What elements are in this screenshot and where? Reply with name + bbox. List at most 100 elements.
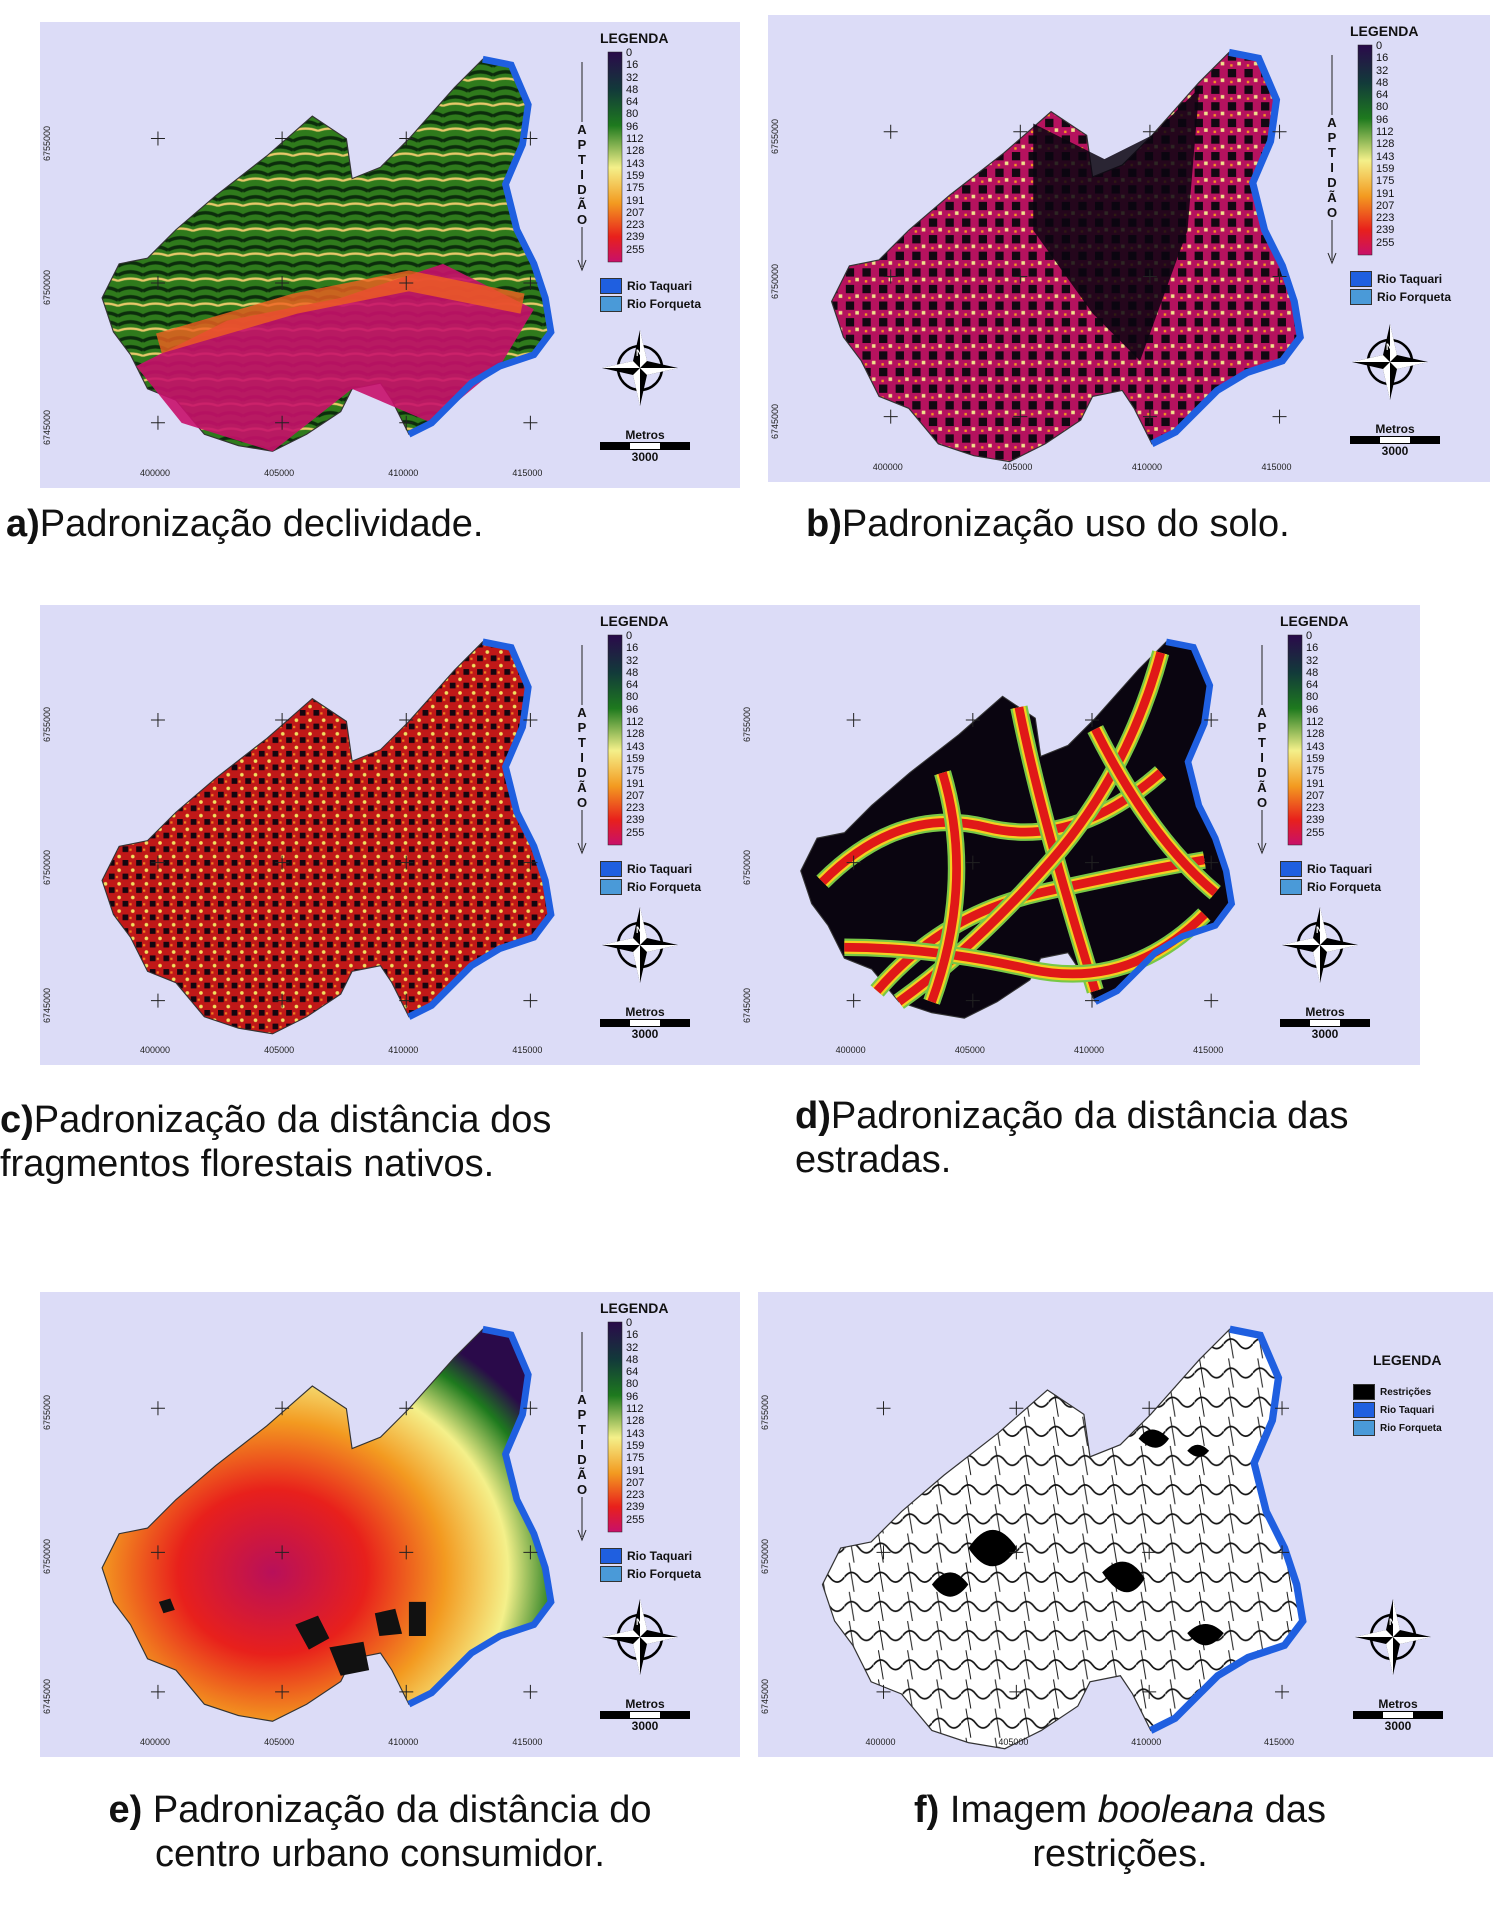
- legend-tick: 191: [626, 194, 645, 207]
- legend-tick: 96: [626, 1390, 639, 1403]
- legend-rio-taquari: Rio Taquari: [600, 861, 692, 877]
- north-arrow-icon: N: [1355, 1599, 1431, 1675]
- map-svg: N: [830, 44, 1428, 463]
- map-panel-a: N 400000 405000 410000 415000 6755000 6750000 6…: [40, 22, 740, 488]
- scale-unit: Metros: [1375, 422, 1415, 436]
- legend-tick: 48: [626, 666, 639, 679]
- y-tick-label: 6745000: [760, 1678, 770, 1714]
- legend-tick: 48: [626, 83, 639, 96]
- map-panel-e: N 400000 405000 410000 415000 6755000 6750000 6…: [40, 1292, 740, 1757]
- legend-tick: 159: [1376, 162, 1395, 175]
- legend-tick: 207: [1376, 199, 1395, 212]
- legend-tick: 207: [626, 1476, 645, 1489]
- y-tick-label: 6745000: [42, 987, 52, 1023]
- legend-tick: 175: [626, 182, 645, 195]
- scale-unit: Metros: [625, 1005, 665, 1019]
- legend-tick: 64: [626, 679, 639, 692]
- x-tick-label: 405000: [954, 1045, 985, 1055]
- legend-title: LEGENDA: [1280, 613, 1349, 629]
- legend-tick: 112: [1376, 126, 1394, 139]
- legend-tick: 255: [1306, 826, 1325, 839]
- y-tick-label: 6755000: [770, 118, 780, 154]
- legend-tick: 128: [1306, 728, 1325, 741]
- map-panel-f: N 400000 405000 410000 415000 6755000 6750000 6…: [758, 1292, 1493, 1757]
- north-arrow-icon: N: [1352, 324, 1428, 400]
- y-tick-label: 6750000: [770, 263, 780, 299]
- legend-tick: 239: [1376, 224, 1395, 237]
- map-panel-c: N 400000 405000 410000 415000 6755000 6750000 6…: [40, 605, 740, 1065]
- legend-tick: 64: [1376, 89, 1389, 102]
- river-taquari: [407, 638, 555, 1020]
- legend-rio-forqueta: Rio Forqueta: [1353, 1420, 1442, 1436]
- legend-ticks: 0 16 32 48 64 80 96 112 128 143 159 175 191 207 223 239…: [626, 630, 644, 839]
- legend-ticks: 0 16 32 48 64 80 96 112 128 143 159 175 191 207 223 239…: [626, 47, 644, 256]
- legend-tick: 159: [1306, 752, 1325, 765]
- legend-restricoes: Restrições: [1353, 1384, 1431, 1400]
- legend-tick: 175: [1376, 175, 1395, 188]
- legend-tick: 143: [1306, 740, 1325, 753]
- legend-tick: 128: [626, 145, 645, 158]
- legend-tick: 80: [626, 108, 639, 121]
- aptidao-color-bar: [1357, 44, 1373, 256]
- legend-tick: 16: [626, 59, 639, 72]
- legend-rio-taquari: Rio Taquari: [1350, 271, 1442, 287]
- aptidao-color-bar: [607, 1321, 623, 1533]
- legend-tick: 80: [1306, 691, 1319, 704]
- legend-tick: 32: [626, 654, 639, 667]
- north-arrow-icon: N: [602, 907, 678, 983]
- scale-bar: Metros 3000: [1350, 422, 1440, 458]
- legend-tick: 64: [626, 96, 639, 109]
- y-tick-label: 6755000: [42, 125, 52, 161]
- legend-tick: 96: [1306, 703, 1319, 716]
- map-svg: N: [101, 1321, 678, 1722]
- x-tick-label: 400000: [139, 1737, 170, 1747]
- map-panel-b: N 400000 405000 410000 415000 6755000 6750000 6…: [768, 15, 1490, 482]
- legend-tick: 175: [1306, 765, 1325, 778]
- legend-tick: 0: [626, 1317, 633, 1329]
- legend-ticks: 0 16 32 48 64 80 96 112 128 143 159 175 191 207 223 239…: [626, 1317, 644, 1526]
- legend-rio-forqueta: Rio Forqueta: [1350, 289, 1451, 305]
- legend-rio-forqueta: Rio Forqueta: [1280, 879, 1381, 895]
- legend-title: LEGENDA: [600, 30, 669, 46]
- x-tick-label: 415000: [1261, 462, 1292, 472]
- y-tick-label: 6745000: [742, 987, 752, 1023]
- legend-title: LEGENDA: [600, 1300, 669, 1316]
- scale-distance: 3000: [1384, 1719, 1412, 1733]
- map-panel-d: N 400000 405000 410000 415000 6755000 6750000 6…: [740, 605, 1420, 1065]
- legend-rio-taquari: Rio Taquari: [600, 278, 692, 294]
- legend-tick: 239: [626, 1501, 645, 1514]
- caption-c: c)Padronização da distância dos fragment…: [0, 1099, 552, 1185]
- legend-tick: 80: [626, 1378, 639, 1391]
- legend-tick: 112: [626, 133, 644, 146]
- legend-tick: 191: [626, 777, 645, 790]
- legend-tick: 32: [626, 71, 639, 84]
- legend-tick: 207: [626, 789, 645, 802]
- caption-d: d)Padronização da distância das estradas…: [795, 1095, 1349, 1181]
- study-area: [821, 1325, 1307, 1750]
- legend-tick: 16: [626, 642, 639, 655]
- legend-rio-forqueta: Rio Forqueta: [600, 879, 701, 895]
- legend-tick: 175: [626, 765, 645, 778]
- legend-title: LEGENDA: [600, 613, 669, 629]
- x-tick-label: 400000: [139, 468, 170, 478]
- legend-tick: 239: [626, 231, 645, 244]
- legend-tick: 80: [626, 691, 639, 704]
- legend-tick: 128: [626, 728, 645, 741]
- svg-text:N: N: [1386, 342, 1393, 352]
- legend-tick: 223: [626, 219, 645, 232]
- river-taquari: [1149, 1325, 1307, 1734]
- caption-b: b)Padronização uso do solo.: [806, 503, 1290, 545]
- aptidao-color-bar: [1287, 634, 1303, 846]
- legend-tick: 0: [1376, 40, 1383, 52]
- x-tick-label: 410000: [1074, 1045, 1105, 1055]
- x-tick-label: 400000: [835, 1045, 866, 1055]
- map-svg: N: [800, 634, 1358, 1019]
- legend-tick: 159: [626, 1439, 645, 1452]
- legend-tick: 191: [1376, 187, 1395, 200]
- y-tick-label: 6750000: [742, 849, 752, 885]
- study-area: [800, 638, 1236, 1019]
- legend-ticks: 0 16 32 48 64 80 96 112 128 143 159 175 191 207 223 239…: [1306, 630, 1324, 839]
